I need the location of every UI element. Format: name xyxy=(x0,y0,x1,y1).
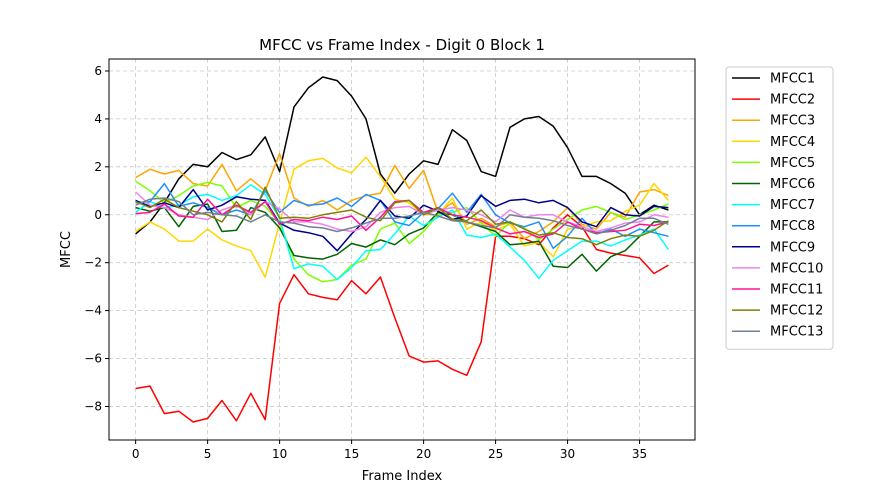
y-tick-label: 2 xyxy=(94,160,102,174)
series-line-mfcc10 xyxy=(135,191,669,233)
legend-entry-label: MFCC4 xyxy=(770,135,815,150)
legend-entry-label: MFCC2 xyxy=(770,93,815,108)
legend-entry-label: MFCC11 xyxy=(770,283,823,298)
legend-box xyxy=(725,66,834,350)
series-lines xyxy=(135,76,670,423)
legend-entry-label: MFCC10 xyxy=(770,261,823,276)
series-line-mfcc2 xyxy=(135,214,669,423)
legend: MFCC1 MFCC2 MFCC3 MFCC4 MFCC5 MFCC6 MFCC7 MFCC8… xyxy=(725,66,834,350)
y-axis-label: MFCC xyxy=(59,231,74,268)
x-tick-label: 15 xyxy=(344,447,359,461)
y-tick-label: −8 xyxy=(84,399,102,413)
x-tick-label: 5 xyxy=(204,447,212,461)
legend-entry-label: MFCC5 xyxy=(770,156,815,171)
series-line-mfcc6 xyxy=(135,203,669,272)
x-axis-label: Frame Index xyxy=(362,469,443,484)
x-tick-label: 20 xyxy=(416,447,431,461)
x-tick-label: 35 xyxy=(632,447,647,461)
y-tick-label: −4 xyxy=(84,304,102,318)
y-tick-label: 0 xyxy=(94,208,102,222)
y-tick-label: 6 xyxy=(94,64,102,78)
legend-entry-label: MFCC6 xyxy=(770,177,815,192)
series-line-mfcc13 xyxy=(135,197,669,235)
legend-entry-label: MFCC9 xyxy=(770,240,815,255)
axis-ticks: 0 5 10 15 20 25 30 35 −8 −6 −4 −2 0 2 4 6 xyxy=(84,64,647,461)
y-tick-label: −6 xyxy=(84,352,102,366)
series-line-mfcc5 xyxy=(135,180,669,283)
x-tick-label: 10 xyxy=(272,447,287,461)
grid xyxy=(109,59,695,440)
chart-title: MFCC vs Frame Index - Digit 0 Block 1 xyxy=(259,36,545,54)
x-tick-label: 25 xyxy=(488,447,503,461)
series-line-mfcc1 xyxy=(135,76,669,235)
legend-entry-label: MFCC13 xyxy=(770,325,823,340)
series-line-mfcc12 xyxy=(135,186,669,246)
y-tick-label: −2 xyxy=(84,256,102,270)
legend-entry-label: MFCC8 xyxy=(770,219,815,234)
x-tick-label: 0 xyxy=(132,447,140,461)
plot-frame xyxy=(108,58,696,441)
legend-entry-label: MFCC7 xyxy=(770,198,815,213)
x-tick-label: 30 xyxy=(560,447,575,461)
legend-entry-label: MFCC12 xyxy=(770,304,823,319)
legend-entry-label: MFCC3 xyxy=(770,114,815,129)
series-line-mfcc7 xyxy=(135,184,670,281)
y-tick-label: 4 xyxy=(94,112,102,126)
legend-entry-label: MFCC1 xyxy=(770,72,815,87)
